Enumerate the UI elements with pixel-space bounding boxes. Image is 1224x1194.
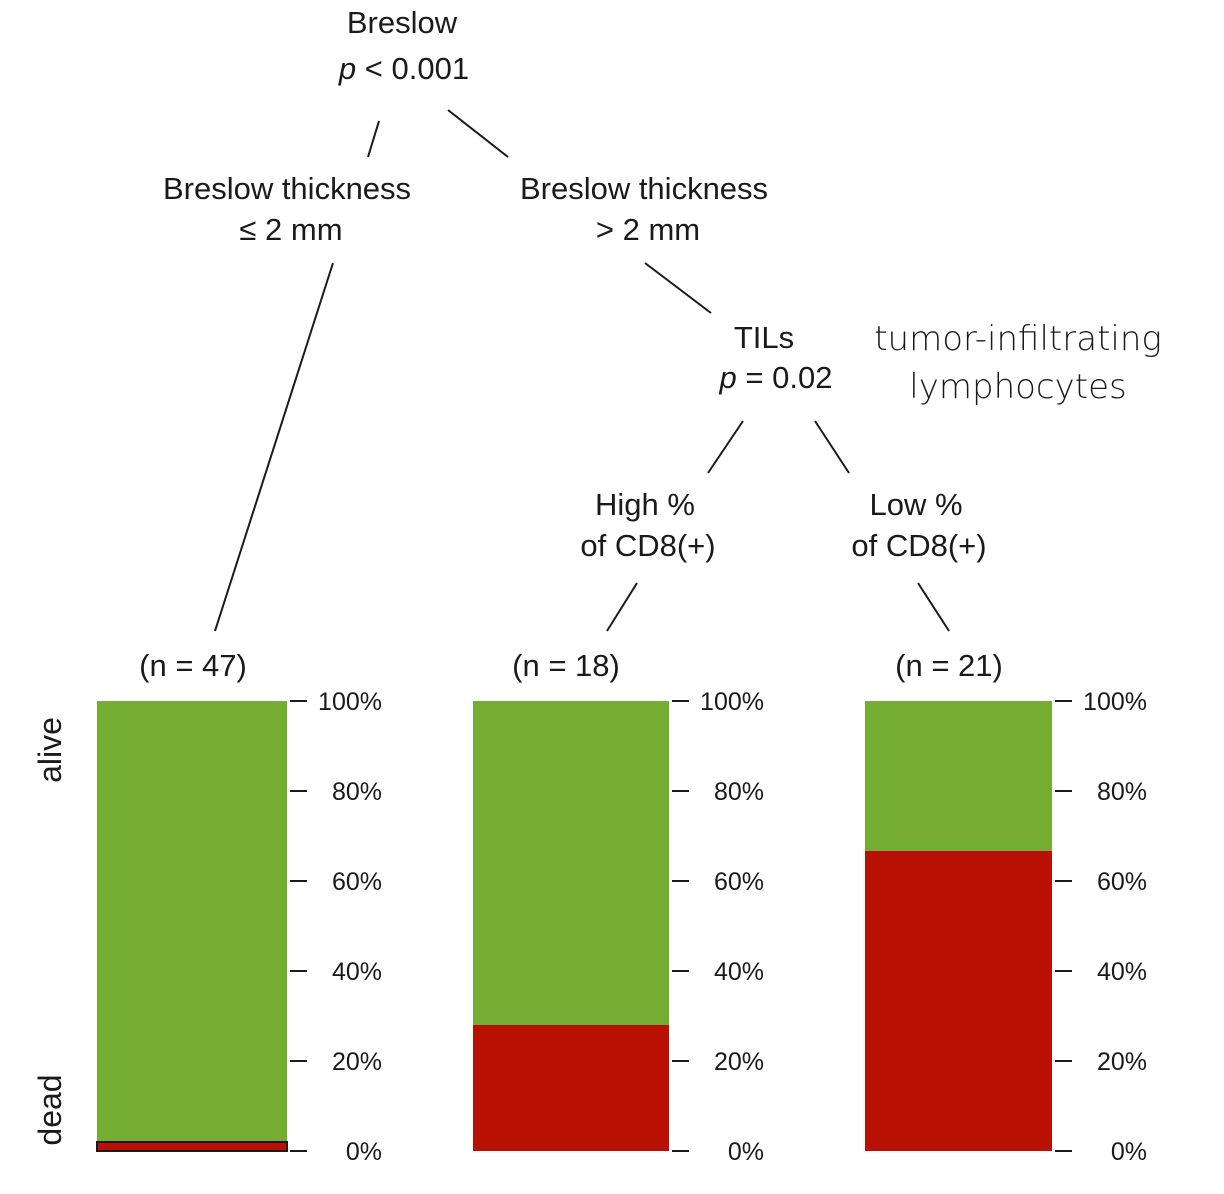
leaf-charts: (n = 47) 0% 20% 40% 60% 80% 100% (n = 18) 0% 20% 4… — [96, 648, 1147, 1166]
leaf-3-alive-bar — [865, 701, 1052, 851]
leaf-2-tick-label-100: 100% — [700, 688, 764, 716]
low-branch-label-line1: Low % — [869, 487, 962, 522]
leaf-1-tick-label-80: 80% — [332, 778, 382, 806]
leaf-3-tick-label-20: 20% — [1097, 1048, 1147, 1076]
leaf-2-alive-bar — [473, 701, 669, 1025]
tils-node-p-value: p = 0.02 — [719, 360, 833, 395]
right-branch-label-line1: Breslow thickness — [520, 171, 768, 206]
leaf-1-dead-bar — [96, 1141, 288, 1152]
leaf-3-tick-label-60: 60% — [1097, 868, 1147, 896]
leaf-1-tick-label-20: 20% — [332, 1048, 382, 1076]
leaf-2-tick-label-60: 60% — [714, 868, 764, 896]
right-branch-label-line2: > 2 mm — [596, 212, 700, 247]
leaf-2-n-label: (n = 18) — [512, 648, 620, 683]
edge-low-to-leaf3 — [917, 582, 950, 632]
edge-right-to-tils — [644, 262, 712, 314]
leaf-2-dead-bar — [473, 1025, 669, 1151]
tils-node-label: TILs — [734, 320, 794, 355]
edge-tils-low — [814, 420, 850, 474]
leaf-1-tick-label-0: 0% — [346, 1138, 382, 1166]
leaf-2-tick-label-20: 20% — [714, 1048, 764, 1076]
high-branch-label-line1: High % — [595, 487, 695, 522]
edge-root-left — [367, 120, 380, 158]
leaf-1-tick-label-100: 100% — [318, 688, 382, 716]
root-node-label: Breslow — [347, 5, 458, 40]
side-label-alive: alive — [32, 717, 68, 783]
leaf-3-tick-label-80: 80% — [1097, 778, 1147, 806]
leaf-3-tick-label-100: 100% — [1083, 688, 1147, 716]
leaf-3-tick-label-40: 40% — [1097, 958, 1147, 986]
leaf-3-tick-label-0: 0% — [1111, 1138, 1147, 1166]
leaf-2-tick-label-40: 40% — [714, 958, 764, 986]
leaf-2-tick-label-80: 80% — [714, 778, 764, 806]
leaf-1-alive-bar — [97, 701, 287, 1142]
low-branch-label-line2: of CD8(+) — [851, 528, 986, 563]
leaf-1-n-label: (n = 47) — [139, 648, 247, 683]
root-node-p-value: p < 0.001 — [338, 51, 469, 86]
edge-high-to-leaf2 — [606, 582, 638, 632]
side-label-dead: dead — [32, 1074, 68, 1145]
annotation-line2: lymphocytes — [909, 367, 1126, 407]
high-branch-label-line2: of CD8(+) — [580, 528, 715, 563]
edge-tils-high — [707, 420, 744, 474]
leaf-3-dead-bar — [865, 850, 1052, 1151]
leaf-2-tick-label-0: 0% — [728, 1138, 764, 1166]
leaf-1-tick-label-60: 60% — [332, 868, 382, 896]
edge-left-to-leaf1 — [214, 262, 334, 632]
left-branch-label-line1: Breslow thickness — [163, 171, 411, 206]
leaf-3-n-label: (n = 21) — [895, 648, 1003, 683]
annotation-line1: tumor-infiltrating — [874, 319, 1162, 359]
leaf-1-tick-label-40: 40% — [332, 958, 382, 986]
edge-root-right — [447, 109, 509, 158]
left-branch-label-line2: ≤ 2 mm — [239, 212, 342, 247]
